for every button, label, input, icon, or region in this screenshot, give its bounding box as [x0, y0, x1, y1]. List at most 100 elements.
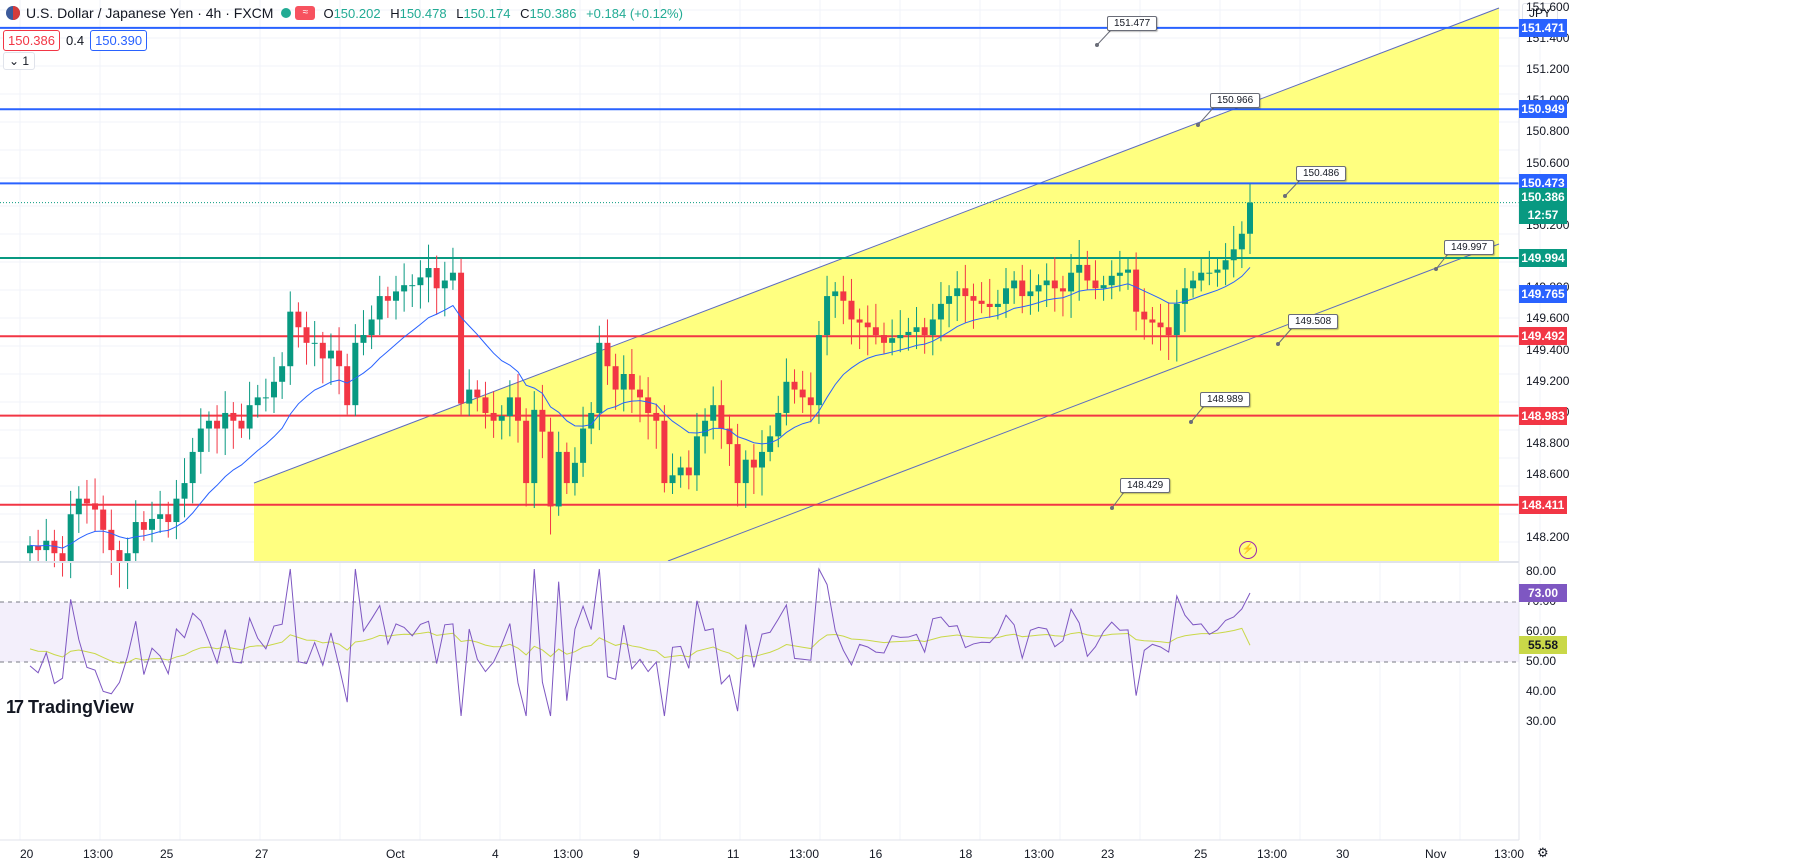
candle-body — [702, 420, 709, 437]
callout-anchor — [1434, 267, 1438, 271]
candle-body — [767, 436, 774, 452]
candle-body — [368, 319, 375, 336]
candle-body — [628, 374, 635, 390]
candle-body — [1076, 264, 1083, 273]
candle-body — [970, 296, 977, 301]
candle-body — [734, 444, 741, 484]
buy-button[interactable]: 150.390 — [90, 30, 148, 51]
candle-body — [205, 420, 212, 429]
candle-body — [1222, 260, 1229, 270]
candle-body — [425, 268, 432, 278]
candle-body — [352, 342, 359, 406]
candle-body — [905, 331, 912, 336]
candle-body — [100, 509, 107, 530]
rsi-band — [0, 602, 1519, 662]
price-badge: 149.765 — [1519, 284, 1567, 303]
candle-body — [384, 296, 391, 301]
price-callout[interactable]: 151.477 — [1107, 16, 1158, 31]
price-badge: 12:57 — [1519, 205, 1567, 224]
candle-body — [840, 291, 847, 301]
symbol-title[interactable]: U.S. Dollar / Japanese Yen · 4h · FXCM — [26, 5, 274, 21]
time-tick-label: 4 — [492, 847, 499, 861]
price-badge: 148.983 — [1519, 406, 1567, 425]
candle-body — [1198, 272, 1205, 281]
candle-body — [319, 342, 326, 359]
candle-body — [661, 420, 668, 484]
price-callout[interactable]: 149.508 — [1288, 314, 1339, 329]
candle-body — [848, 300, 855, 320]
candle-body — [376, 296, 383, 320]
chevron-down-icon: ⌄ — [9, 54, 20, 68]
candle-body — [1027, 291, 1034, 297]
candle-body — [327, 350, 334, 359]
candle-body — [271, 381, 277, 398]
price-callout[interactable]: 150.966 — [1210, 93, 1261, 108]
price-badge: 150.386 — [1519, 187, 1567, 206]
indicator-count: 1 — [22, 54, 30, 68]
price-callout[interactable]: 149.997 — [1444, 240, 1495, 255]
candle-body — [872, 327, 879, 336]
price-callout[interactable]: 148.429 — [1120, 478, 1171, 493]
candle-body — [116, 550, 123, 561]
candle-body — [962, 288, 969, 297]
symbol-header: U.S. Dollar / Japanese Yen · 4h · FXCM ≈… — [0, 0, 689, 26]
candle-body — [994, 303, 1001, 307]
candle-body — [864, 322, 871, 328]
candle-body — [222, 412, 229, 429]
candle-body — [482, 397, 489, 413]
price-callout[interactable]: 148.989 — [1200, 392, 1251, 407]
rsi-line — [29, 567, 1251, 717]
rsi-tick-label: 30.00 — [1526, 714, 1557, 728]
candle-body — [1149, 319, 1156, 323]
candle-body — [409, 285, 416, 287]
rsi-tick-label: 50.00 — [1526, 654, 1557, 668]
candle-body — [954, 288, 961, 297]
candle-body — [433, 268, 440, 289]
time-tick-label: 25 — [1194, 847, 1208, 861]
settings-icon[interactable]: ⚙ — [1537, 845, 1549, 860]
candle-body — [360, 335, 367, 343]
tradingview-logo[interactable]: 17 TradingView — [6, 697, 134, 718]
candle-body — [937, 303, 944, 320]
callout-pointer — [1197, 106, 1215, 126]
tradingview-mark-icon: 17 — [6, 697, 24, 717]
callout-anchor — [1095, 43, 1099, 47]
candle-body — [181, 483, 188, 499]
candle-body — [279, 366, 286, 382]
callout-anchor — [1196, 123, 1200, 127]
candle-body — [946, 296, 953, 304]
price-tick-label: 148.800 — [1526, 436, 1570, 451]
price-tick-label: 149.400 — [1526, 342, 1570, 357]
lightning-icon[interactable]: ⚡ — [1239, 541, 1257, 559]
candle-body — [1003, 288, 1009, 304]
price-tick-label: 150.800 — [1526, 124, 1570, 139]
time-tick-label: 23 — [1101, 847, 1115, 861]
price-badge: 149.492 — [1519, 327, 1567, 346]
candle-body — [401, 285, 408, 292]
callout-pointer — [1277, 327, 1293, 345]
candle-body — [1173, 303, 1180, 336]
price-callout[interactable]: 150.486 — [1296, 166, 1347, 181]
callout-pointer — [1111, 491, 1125, 509]
currency-selector[interactable]: JPY — [1522, 3, 1559, 23]
candle-body — [856, 319, 863, 323]
wave-icon[interactable]: ≈ — [295, 6, 316, 20]
channel-lower-line — [667, 243, 1500, 562]
sell-button[interactable]: 150.386 — [3, 30, 60, 51]
candle-body — [832, 291, 839, 297]
candle-body — [1247, 202, 1253, 234]
candle-body — [799, 389, 806, 398]
indicator-toggle[interactable]: ⌄ 1 — [3, 52, 36, 70]
candle-body — [580, 428, 587, 463]
candle-body — [1133, 269, 1140, 312]
candle-body — [83, 498, 90, 504]
market-open-icon — [281, 8, 292, 18]
time-tick-label: 13:00 — [1024, 847, 1055, 861]
candle-body — [547, 431, 554, 507]
candle-body — [1206, 272, 1213, 274]
callout-anchor — [1276, 342, 1280, 346]
rsi-badge: 73.00 — [1519, 584, 1567, 602]
candle-body — [132, 522, 139, 554]
candle-body — [604, 342, 611, 367]
